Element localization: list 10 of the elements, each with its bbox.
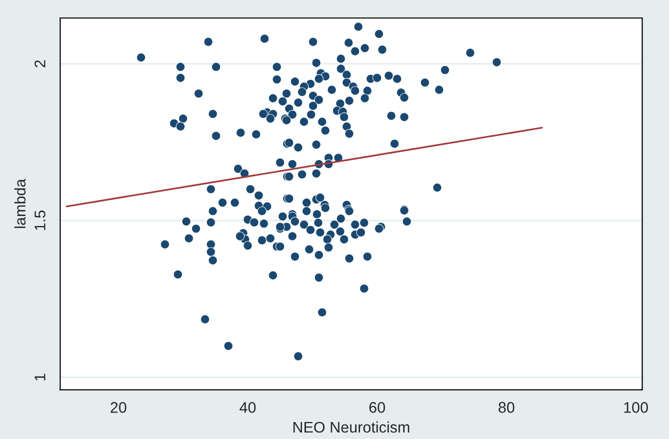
x-tick-label: 40 bbox=[240, 402, 256, 413]
y-axis-title: lambda bbox=[14, 178, 26, 228]
y-tick-label: 1 bbox=[34, 374, 46, 380]
x-axis-title: NEO Neuroticism bbox=[293, 421, 410, 433]
y-tick-label: 2 bbox=[34, 60, 46, 68]
x-tick-label: 20 bbox=[110, 402, 126, 413]
x-tick-label: 60 bbox=[369, 402, 385, 413]
x-tick-label: 100 bbox=[624, 402, 648, 413]
x-tick-label: 80 bbox=[498, 402, 514, 413]
y-tick-label: 1.5 bbox=[34, 210, 46, 230]
